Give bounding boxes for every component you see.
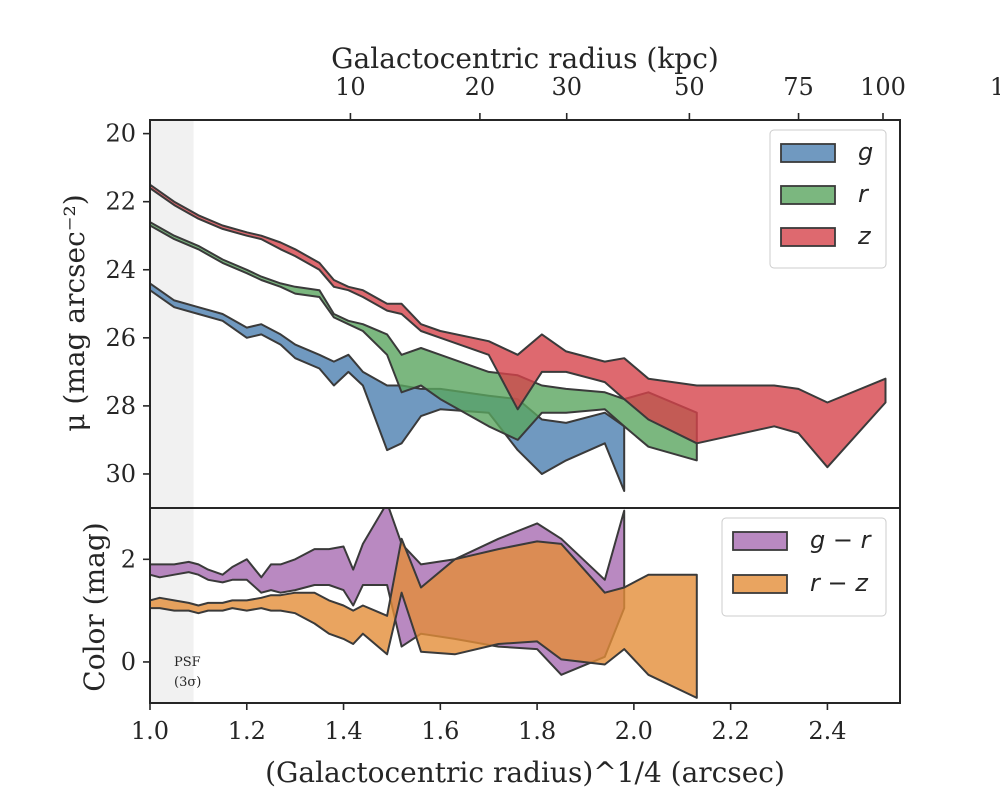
legend-label-bottom-1: r − z — [810, 569, 869, 597]
y-tick-label-top: 22 — [105, 188, 136, 216]
x-axis-label: (Galactocentric radius)^1/4 (arcsec) — [265, 756, 785, 789]
legend-label-top-0: g — [858, 138, 873, 166]
psf-region — [150, 120, 194, 508]
legend-label-top-1: r — [858, 180, 870, 208]
legend-top: grz — [769, 129, 887, 269]
x-tick-label: 2.0 — [615, 717, 653, 745]
top-tick-label: 75 — [783, 73, 814, 101]
color-panel: 0 2 g − r r − z 1.0 1.2 1.4 1.6 1.8 2.0 2.2 2.4 PSF (… — [121, 507, 901, 745]
kpc-top-axis: 1020305075100150200 — [335, 73, 1000, 120]
top-tick-label: 30 — [551, 73, 582, 101]
y-tick-label-top: 30 — [105, 460, 136, 488]
legend-label-bottom-0: g − r — [810, 526, 873, 554]
psf-annotation: PSF — [174, 655, 201, 670]
plot-frame-bottom — [149, 507, 901, 704]
legend-swatch-bottom-1 — [732, 574, 788, 594]
y-tick-label-top: 28 — [105, 392, 136, 420]
x-tick-label: 2.2 — [712, 717, 750, 745]
y-tick-label-top: 26 — [105, 324, 136, 352]
legend-bottom: g − r r − z — [721, 517, 887, 617]
x-tick-label: 1.8 — [518, 717, 556, 745]
series-band-top-2 — [150, 183, 887, 469]
legend-swatch-top-2 — [780, 227, 836, 247]
y-tick-label-bottom: 0 — [121, 648, 136, 676]
series-band-top-1 — [150, 221, 698, 462]
series-band-bottom-1 — [150, 537, 698, 699]
x-tick-label: 1.0 — [131, 717, 169, 745]
x-tick-label: 1.6 — [421, 717, 459, 745]
top-tick-label: 20 — [465, 73, 496, 101]
x-tick-label: 1.2 — [228, 717, 266, 745]
surface-brightness-panel: 20 22 24 26 28 30 grz — [105, 119, 901, 509]
y-tick-label-top: 20 — [105, 120, 136, 148]
x-tick-label: 1.4 — [324, 717, 362, 745]
legend-swatch-top-1 — [780, 185, 836, 205]
top-tick-label: 10 — [335, 73, 366, 101]
legend-swatch-bottom-0 — [732, 531, 788, 551]
legend-label-top-2: z — [857, 222, 872, 250]
series-band-top-0 — [150, 282, 626, 492]
y-tick-label-bottom: 2 — [121, 545, 136, 573]
top-tick-label: 50 — [674, 73, 705, 101]
x-tick-label: 2.4 — [808, 717, 846, 745]
top-panel-y-label: μ (mag arcsec⁻²) — [58, 194, 91, 431]
legend-swatch-top-0 — [780, 143, 836, 163]
top-axis-label: Galactocentric radius (kpc) — [331, 42, 719, 75]
top-tick-label: 150 — [990, 73, 1000, 101]
top-tick-label: 100 — [860, 73, 906, 101]
psf-annotation: (3σ) — [174, 675, 201, 690]
y-tick-label-top: 24 — [105, 256, 136, 284]
bottom-panel-y-label: Color (mag) — [78, 522, 111, 691]
